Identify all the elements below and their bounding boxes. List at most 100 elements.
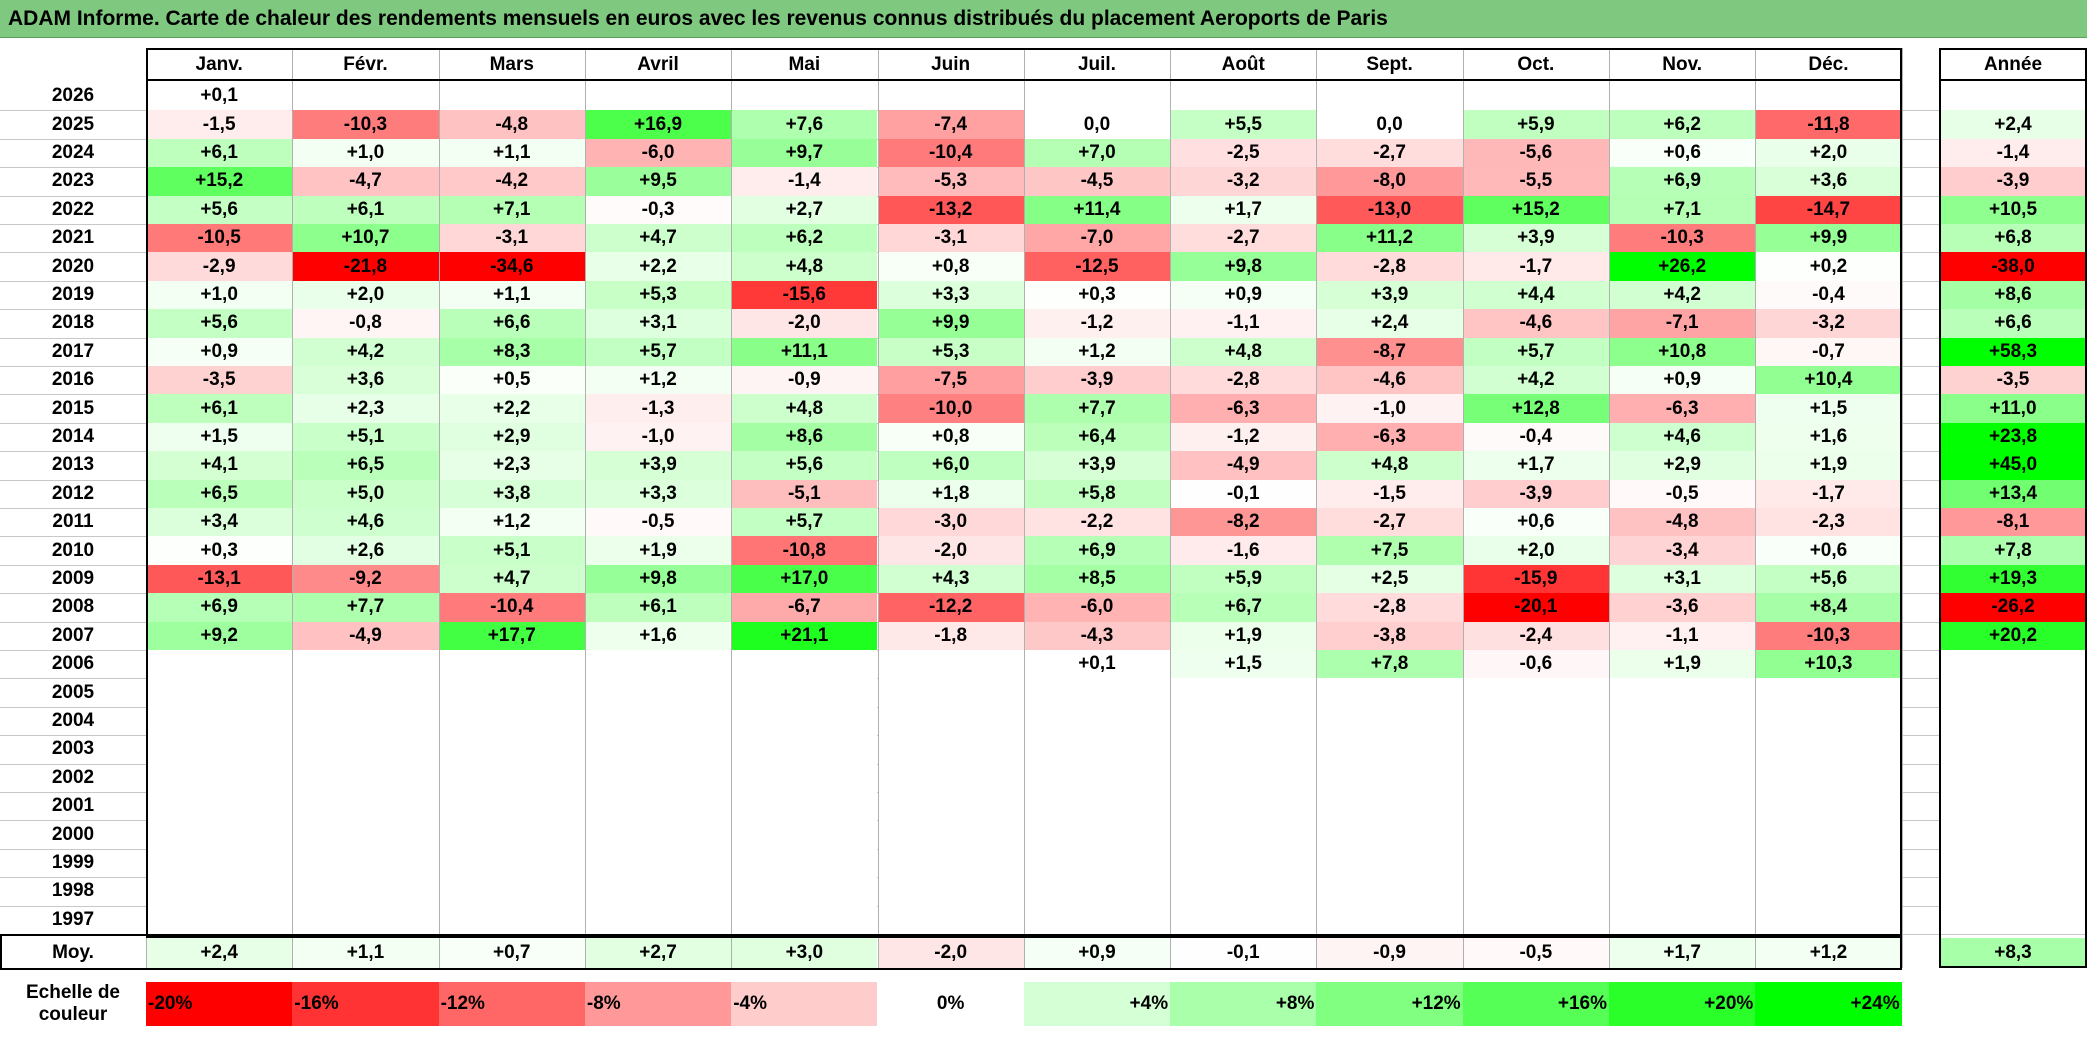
annual-cell bbox=[1939, 905, 2087, 934]
heatmap-cell: -3,4 bbox=[1609, 536, 1756, 565]
heatmap-cell: +9,8 bbox=[1170, 252, 1317, 281]
heatmap-cell: -2,7 bbox=[1316, 138, 1463, 168]
heatmap-cell: -1,4 bbox=[731, 167, 878, 196]
heatmap-cell: -13,0 bbox=[1316, 195, 1463, 224]
heatmap-cell: +5,3 bbox=[877, 337, 1024, 366]
heatmap-cell: +4,6 bbox=[292, 508, 439, 537]
heatmap-cell: +9,2 bbox=[146, 621, 293, 650]
heatmap-cell bbox=[1462, 82, 1609, 111]
heatmap-cell: 0,0 bbox=[1316, 110, 1463, 139]
heatmap-cell: +6,9 bbox=[1609, 167, 1756, 196]
heatmap-cell: +1,1 bbox=[438, 280, 585, 310]
heatmap-cell: -3,6 bbox=[1609, 593, 1756, 622]
heatmap-cell: +10,7 bbox=[292, 224, 439, 253]
heatmap-cell: +1,5 bbox=[1755, 394, 1902, 423]
heatmap-cell: +7,5 bbox=[1316, 536, 1463, 565]
heatmap-cell: -0,7 bbox=[1755, 337, 1902, 366]
row-year-label: 2005 bbox=[51, 681, 95, 703]
heatmap-cell bbox=[584, 650, 732, 679]
row-year-label: 2001 bbox=[51, 795, 95, 817]
column-divider bbox=[1901, 48, 1903, 968]
annual-cell bbox=[1939, 763, 2087, 792]
heatmap-cell: -10,4 bbox=[877, 138, 1024, 168]
annual-cell: +19,3 bbox=[1939, 564, 2087, 594]
row-year-label: 2002 bbox=[51, 766, 95, 788]
heatmap-cell: +6,7 bbox=[1170, 593, 1317, 622]
heatmap-cell: +0,5 bbox=[438, 366, 585, 395]
heatmap-cell: +0,8 bbox=[877, 422, 1024, 452]
heatmap-cell bbox=[1316, 792, 1463, 821]
heatmap-cell: +4,2 bbox=[1609, 280, 1756, 310]
heatmap-cell: +0,6 bbox=[1609, 138, 1756, 168]
annual-cell bbox=[1939, 848, 2087, 878]
heatmap-cell bbox=[1609, 792, 1756, 821]
heatmap-cell bbox=[1755, 735, 1902, 764]
heatmap-cell: -1,1 bbox=[1609, 621, 1756, 650]
annual-cell: +20,2 bbox=[1939, 621, 2087, 650]
heatmap-cell bbox=[292, 820, 439, 849]
heatmap-cell bbox=[1170, 735, 1317, 764]
column-divider bbox=[292, 48, 294, 968]
heatmap-cell: +1,0 bbox=[292, 138, 439, 168]
annual-cell: -1,4 bbox=[1939, 138, 2087, 168]
column-divider bbox=[1023, 48, 1025, 968]
heatmap-cell: +2,9 bbox=[1609, 451, 1756, 480]
heatmap-cell: +7,6 bbox=[731, 110, 878, 139]
heatmap-cell: +6,0 bbox=[877, 451, 1024, 480]
heatmap-cell: -4,3 bbox=[1023, 621, 1171, 650]
heatmap-cell: -10,5 bbox=[146, 224, 293, 253]
heatmap-cell: -11,8 bbox=[1755, 110, 1902, 139]
average-cell: -2,0 bbox=[877, 938, 1024, 968]
heatmap-cell bbox=[1462, 848, 1609, 878]
heatmap-cell: +5,7 bbox=[584, 337, 732, 366]
heatmap-cell: -10,3 bbox=[292, 110, 439, 139]
annual-cell bbox=[1939, 792, 2087, 821]
heatmap-cell: +0,6 bbox=[1462, 508, 1609, 537]
average-annual-cell: +8,3 bbox=[1939, 938, 2087, 968]
month-header: Mai bbox=[788, 53, 821, 75]
annual-cell bbox=[1939, 678, 2087, 707]
heatmap-cell: +15,2 bbox=[1462, 195, 1609, 224]
heatmap-cell: +2,0 bbox=[1462, 536, 1609, 565]
heatmap-cell: -1,3 bbox=[584, 394, 732, 423]
heatmap-cell: +2,2 bbox=[584, 252, 732, 281]
heatmap-cell bbox=[584, 82, 732, 111]
heatmap-cell bbox=[1170, 678, 1317, 707]
color-scale-stop: -8% bbox=[584, 982, 732, 1026]
heatmap-cell bbox=[438, 848, 585, 878]
heatmap-cell bbox=[1609, 763, 1756, 792]
heatmap-cell bbox=[1023, 820, 1171, 849]
heatmap-cell bbox=[1462, 735, 1609, 764]
month-header: Déc. bbox=[1808, 53, 1849, 75]
row-year-label: 1998 bbox=[51, 880, 95, 902]
annual-cell: +8,6 bbox=[1939, 280, 2087, 310]
color-scale-label: Echelle de couleur bbox=[26, 982, 120, 1025]
annual-cell bbox=[1939, 735, 2087, 764]
annual-cell: -38,0 bbox=[1939, 252, 2087, 281]
heatmap-cell: +1,7 bbox=[1170, 195, 1317, 224]
heatmap-cell bbox=[438, 650, 585, 679]
heatmap-cell: +4,7 bbox=[438, 564, 585, 594]
month-header: Juil. bbox=[1077, 53, 1116, 75]
heatmap-cell bbox=[292, 792, 439, 821]
heatmap-cell bbox=[146, 792, 293, 821]
row-divider bbox=[0, 934, 2087, 935]
month-header: Janv. bbox=[195, 53, 243, 75]
heatmap-cell: -1,7 bbox=[1755, 479, 1902, 508]
heatmap-cell: +4,1 bbox=[146, 451, 293, 480]
heatmap-cell: +3,9 bbox=[1316, 280, 1463, 310]
heatmap-cell: -13,1 bbox=[146, 564, 293, 594]
heatmap-cell bbox=[1609, 706, 1756, 736]
heatmap-cell: +3,8 bbox=[438, 479, 585, 508]
heatmap-cell: -4,5 bbox=[1023, 167, 1171, 196]
heatmap-cell bbox=[438, 735, 585, 764]
heatmap-cell: +1,2 bbox=[438, 508, 585, 537]
heatmap-cell bbox=[584, 820, 732, 849]
heatmap-cell bbox=[877, 820, 1024, 849]
heatmap-cell: +10,4 bbox=[1755, 366, 1902, 395]
heatmap-cell bbox=[1462, 706, 1609, 736]
title-bar: ADAM Informe. Carte de chaleur des rende… bbox=[0, 0, 2087, 38]
heatmap-cell: -1,5 bbox=[146, 110, 293, 139]
heatmap-cell: -0,4 bbox=[1755, 280, 1902, 310]
heatmap-cell: +3,6 bbox=[292, 366, 439, 395]
